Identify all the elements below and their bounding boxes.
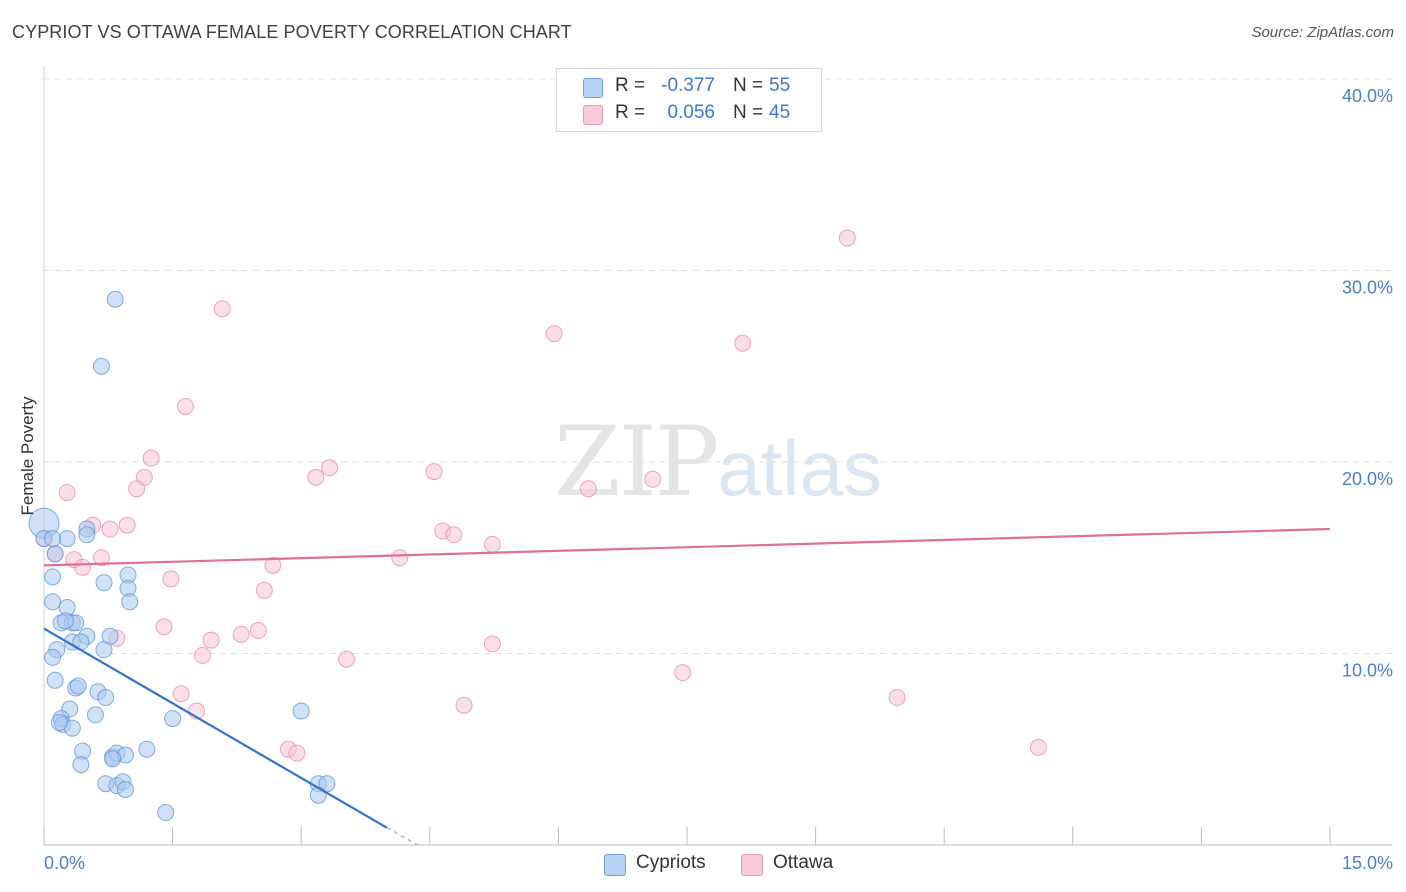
ottawa-point — [307, 468, 325, 486]
y-tick-label: 20.0% — [1342, 469, 1393, 489]
ottawa-point — [142, 449, 160, 467]
cypriots-trend-line — [43, 627, 388, 829]
ottawa-point — [483, 535, 501, 553]
ottawa-point — [249, 622, 267, 640]
cypriots-point — [92, 357, 110, 375]
legend-r-value: -0.377 — [661, 75, 715, 96]
ottawa-point — [320, 459, 338, 477]
cypriots-legend-swatch — [604, 854, 626, 876]
cypriots-point — [164, 710, 182, 728]
cypriots-point — [44, 568, 62, 586]
ottawa-point — [194, 646, 212, 664]
legend-n-label: N = — [733, 75, 764, 96]
ottawa-legend-swatch — [741, 854, 763, 876]
tick-labels: 10.0% 20.0% 30.0% 40.0% 0.0% 15.0% — [44, 86, 1393, 873]
ottawa-point — [545, 325, 563, 343]
data-points — [28, 229, 1048, 821]
ottawa-point — [118, 516, 136, 534]
ottawa-point — [92, 549, 110, 567]
ottawa-point — [155, 618, 173, 636]
trend-lines — [43, 527, 1331, 848]
cypriots-point — [157, 803, 175, 821]
ottawa-point — [288, 744, 306, 762]
cypriots-point — [95, 574, 113, 592]
cypriots-point — [116, 780, 134, 798]
legend-r-label: R = — [615, 102, 646, 123]
cypriots-trend-extension — [386, 827, 422, 848]
ottawa-point — [58, 484, 76, 502]
ottawa-point — [202, 631, 220, 649]
cypriots-point — [104, 750, 122, 768]
y-tick-label: 30.0% — [1342, 278, 1393, 298]
cypriots-point — [44, 648, 62, 666]
cypriots-point — [97, 689, 115, 707]
ottawa-point — [264, 556, 282, 574]
ottawa-point — [425, 463, 443, 481]
x-tick-label: 0.0% — [44, 853, 85, 873]
ottawa-point — [213, 300, 231, 318]
cypriots-point — [292, 702, 310, 720]
ottawa-point — [232, 625, 250, 643]
ottawa-point — [1030, 738, 1048, 756]
chart-title: CYPRIOT VS OTTAWA FEMALE POVERTY CORRELA… — [12, 22, 572, 42]
ottawa-point — [483, 635, 501, 653]
cypriots-point — [46, 545, 64, 563]
ottawa-point — [255, 581, 273, 599]
grid-lines — [44, 78, 1392, 654]
correlation-legend: R = -0.377 N = 55 R = 0.056 N = 45 — [556, 68, 822, 132]
ottawa-point — [128, 480, 146, 498]
ottawa-point — [579, 480, 597, 498]
ottawa-point — [162, 570, 180, 588]
chart-source: Source: ZipAtlas.com — [1251, 24, 1394, 41]
cypriots-point — [46, 671, 64, 689]
cypriots-point — [58, 530, 76, 548]
ottawa-point — [101, 520, 119, 538]
ottawa-point — [644, 470, 662, 488]
ottawa-point — [455, 696, 473, 714]
ottawa-legend-label: Ottawa — [773, 852, 834, 873]
legend-n-value: 45 — [769, 102, 791, 123]
cypriots-point — [72, 756, 90, 774]
legend-n-value: 55 — [769, 75, 791, 96]
ottawa-point — [176, 397, 194, 415]
ottawa-point — [674, 664, 692, 682]
ottawa-trend-line — [43, 527, 1331, 567]
axes — [43, 66, 1392, 846]
ottawa-point — [391, 549, 409, 567]
ottawa-point — [445, 526, 463, 544]
cypriots-point — [56, 612, 74, 630]
ottawa-point — [838, 229, 856, 247]
watermark-atlas: atlas — [717, 424, 882, 512]
y-tick-label: 10.0% — [1342, 661, 1393, 681]
cypriots-point — [44, 593, 62, 611]
legend-n-label: N = — [733, 102, 764, 123]
cypriots-point — [309, 786, 327, 804]
ottawa-point — [734, 334, 752, 352]
y-axis-label: Female Poverty — [18, 396, 37, 516]
ottawa-point — [338, 650, 356, 668]
cypriots-point — [69, 677, 87, 695]
legend-r-value: 0.056 — [667, 102, 715, 123]
cypriots-point — [106, 290, 124, 308]
ottawa-point — [74, 558, 92, 576]
ottawa-swatch — [583, 105, 603, 125]
watermark-zip: ZIP — [554, 406, 719, 518]
cypriots-point — [95, 641, 113, 659]
x-tick-label: 15.0% — [1342, 853, 1393, 873]
cypriots-point — [86, 706, 104, 724]
cypriots-point — [138, 740, 156, 758]
legend-r-label: R = — [615, 75, 646, 96]
cypriots-point — [44, 530, 62, 548]
cypriots-swatch — [583, 78, 603, 98]
cypriots-point — [121, 593, 139, 611]
watermark: ZIPatlas — [554, 406, 882, 518]
ottawa-point — [888, 689, 906, 707]
cypriots-legend-label: Cypriots — [636, 852, 706, 873]
cypriots-point — [78, 526, 96, 544]
ottawa-point — [172, 685, 190, 703]
y-tick-label: 40.0% — [1342, 86, 1393, 106]
cypriots-point — [50, 713, 68, 731]
